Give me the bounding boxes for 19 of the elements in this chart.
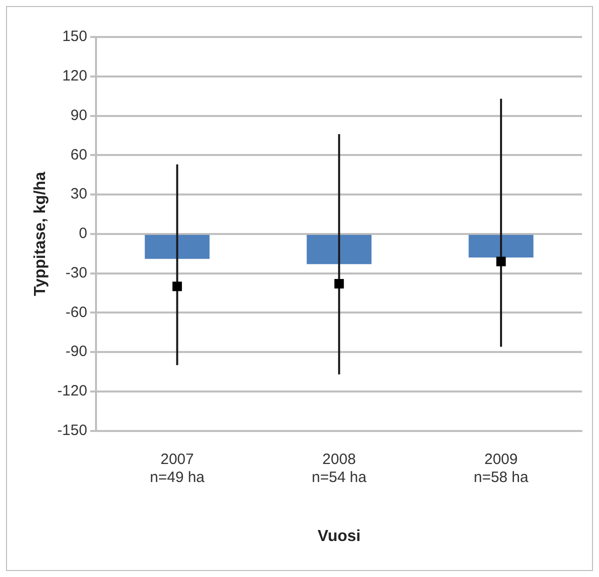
y-tick-label: 90 (70, 106, 88, 124)
x-axis-title: Vuosi (318, 528, 361, 545)
point (496, 256, 506, 266)
x-tick-label: 2008 n=54 ha (312, 450, 368, 486)
y-tick-label: -120 (57, 382, 88, 400)
y-tick-label: -30 (66, 264, 88, 282)
y-tick-label: -150 (57, 422, 88, 439)
x-tick-label: 2007 n=49 ha (150, 450, 206, 486)
y-tick-label: 0 (78, 225, 88, 242)
y-tick-label: 30 (70, 186, 88, 203)
x-tick-label: 2009 n=58 ha (474, 450, 530, 486)
y-tick-label: 120 (62, 68, 88, 85)
y-tick-label: 150 (62, 28, 88, 46)
point (334, 279, 344, 289)
y-tick-label: -90 (66, 343, 88, 360)
y-tick-label: -60 (66, 304, 88, 321)
point (172, 282, 182, 292)
y-tick-label: 60 (70, 146, 88, 164)
y-axis-title: Typpitase, kg/ha (32, 172, 50, 296)
